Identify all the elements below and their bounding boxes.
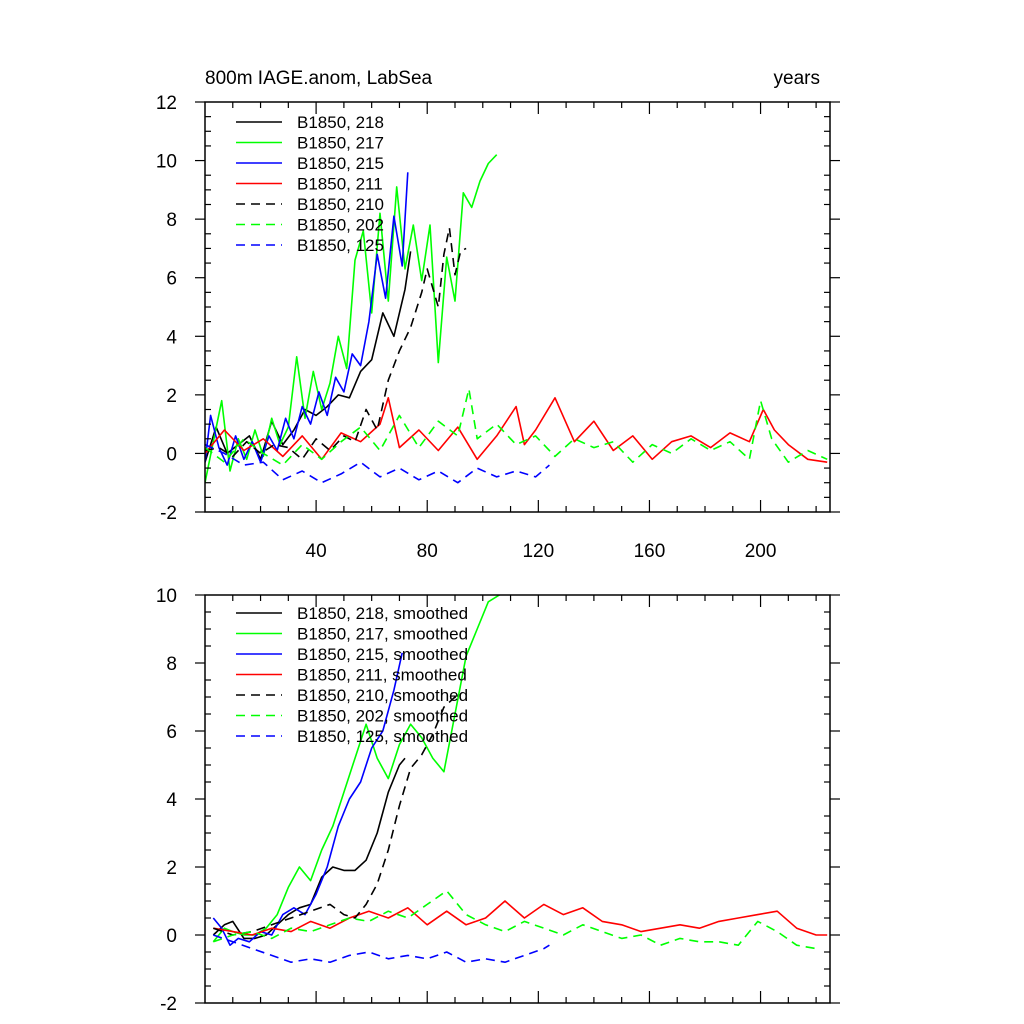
top-y-tick-label: 8 [166, 210, 177, 231]
top-x-tick-label: 120 [522, 541, 554, 562]
bottom-panel-series [212, 595, 828, 963]
top-legend-label-4: B1850, 210 [297, 195, 384, 214]
bottom-panel-legend: B1850, 218, smoothed B1850, 217, smoothed… [236, 604, 468, 746]
bottom-y-tick-label: 10 [156, 586, 177, 607]
top-y-tick-label: 6 [166, 269, 177, 290]
bottom-panel-ticks: -2 0 2 4 6 8 10 [156, 586, 840, 1015]
bottom-legend-label-0: B1850, 218, smoothed [297, 604, 468, 623]
top-panel-ticks: 40 80 120 160 200 -2 0 2 4 6 8 10 12 [156, 93, 840, 562]
top-series-line-3 [205, 397, 828, 463]
bottom-y-tick-label: -2 [160, 994, 177, 1015]
bottom-legend-label-1: B1850, 217, smoothed [297, 625, 468, 644]
bottom-series-line-6 [213, 934, 550, 963]
top-legend-label-1: B1850, 217 [297, 134, 384, 153]
top-legend-label-6: B1850, 125 [297, 236, 384, 255]
bottom-series-line-3 [213, 900, 828, 936]
top-y-tick-label: 0 [166, 444, 177, 465]
top-legend-label-5: B1850, 202 [297, 216, 384, 235]
bottom-y-tick-label: 6 [166, 722, 177, 743]
top-series-line-4 [205, 227, 467, 461]
top-legend-label-3: B1850, 211 [297, 175, 383, 194]
top-y-tick-label: -2 [160, 503, 177, 524]
top-panel-title: 800m IAGE.anom, LabSea [205, 68, 433, 89]
top-series-line-6 [205, 443, 550, 484]
bottom-panel-frame [204, 594, 831, 1004]
bottom-y-tick-label: 4 [166, 790, 177, 811]
bottom-legend-label-5: B1850, 202, smoothed [297, 707, 468, 726]
top-y-tick-label: 10 [156, 152, 177, 173]
top-panel: 800m IAGE.anom, LabSea years 40 80 120 160 2… [156, 68, 840, 562]
top-series-line-1 [205, 154, 498, 483]
top-y-tick-label: 4 [166, 327, 177, 348]
bottom-series-line-5 [213, 890, 817, 950]
top-y-tick-label: 12 [156, 93, 177, 114]
bottom-y-tick-label: 2 [166, 858, 177, 879]
bottom-series-line-4 [213, 696, 462, 936]
top-legend-label-0: B1850, 218 [297, 113, 384, 132]
bottom-panel: -2 0 2 4 6 8 10 B1850, 218, smoothed B1850, 217… [156, 586, 840, 1015]
top-x-tick-label: 40 [306, 541, 327, 562]
top-legend-label-2: B1850, 215 [297, 154, 384, 173]
bottom-legend-label-2: B1850, 215, smoothed [297, 645, 468, 664]
top-series-line-2 [205, 172, 409, 466]
bottom-legend-label-6: B1850, 125, smoothed [297, 727, 468, 746]
top-panel-units-label: years [774, 68, 820, 89]
bottom-legend-label-3: B1850, 211, smoothed [297, 666, 467, 685]
bottom-y-tick-label: 8 [166, 654, 177, 675]
top-x-tick-label: 160 [634, 541, 666, 562]
bottom-legend-label-4: B1850, 210, smoothed [297, 686, 468, 705]
bottom-series-line-2 [212, 652, 403, 946]
top-x-tick-label: 200 [745, 541, 777, 562]
bottom-y-tick-label: 0 [166, 926, 177, 947]
top-x-tick-label: 80 [417, 541, 438, 562]
top-y-tick-label: 2 [166, 386, 177, 407]
top-panel-frame [204, 101, 831, 513]
top-panel-series [205, 154, 828, 484]
